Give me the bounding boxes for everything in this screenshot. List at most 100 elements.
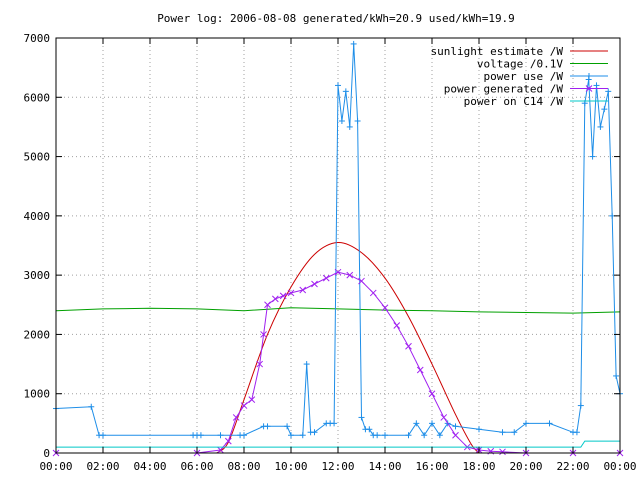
data-point: [429, 420, 435, 427]
data-point: [334, 268, 342, 276]
data-point: [585, 85, 593, 92]
data-point: [279, 292, 287, 300]
x-tick-label: 00:00: [39, 460, 72, 473]
data-point: [271, 295, 279, 303]
data-point: [232, 414, 240, 421]
data-point: [405, 432, 412, 439]
x-tick-label: 00:00: [603, 460, 636, 473]
data-point: [287, 289, 295, 297]
data-point: [589, 153, 596, 160]
data-point: [224, 437, 232, 445]
data-point: [366, 426, 373, 433]
series-line: [55, 307, 621, 314]
series-line: [56, 440, 620, 448]
data-point: [421, 432, 428, 439]
x-tick-label: 20:00: [509, 460, 542, 473]
data-point: [436, 432, 443, 439]
data-point: [284, 423, 291, 430]
x-tick-label: 08:00: [227, 460, 260, 473]
series-2: [53, 40, 623, 439]
data-point: [335, 82, 341, 89]
data-point: [88, 403, 95, 410]
y-tick-label: 3000: [24, 269, 51, 282]
data-point: [288, 432, 294, 439]
data-point: [217, 446, 224, 454]
x-tick-label: 10:00: [274, 460, 307, 473]
data-point: [511, 429, 518, 436]
series-layer: [52, 40, 624, 457]
data-point: [573, 429, 580, 436]
data-point: [577, 402, 584, 409]
data-point: [100, 432, 106, 439]
x-tick-label: 06:00: [180, 460, 213, 473]
y-tick-label: 4000: [24, 210, 51, 223]
data-point: [428, 390, 436, 398]
data-point: [350, 40, 357, 47]
data-point: [586, 73, 592, 79]
series-1: [55, 307, 621, 314]
data-point: [264, 301, 271, 309]
data-point: [374, 432, 381, 439]
data-point: [331, 420, 338, 427]
data-point: [605, 88, 612, 95]
data-point: [217, 432, 224, 439]
data-point: [342, 88, 349, 95]
data-point: [256, 360, 264, 368]
data-point: [597, 123, 604, 130]
data-point: [601, 106, 608, 113]
data-point: [241, 432, 247, 439]
data-point: [613, 372, 620, 379]
data-point: [452, 431, 459, 439]
series-4: [56, 440, 620, 448]
data-point: [393, 322, 401, 329]
data-point: [413, 420, 420, 427]
legend-label: voltage /0.1V: [477, 58, 563, 71]
x-tick-label: 14:00: [368, 460, 401, 473]
x-tick-label: 18:00: [462, 460, 495, 473]
data-point: [546, 420, 553, 427]
series-line: [56, 271, 620, 454]
legend-label: power use /W: [484, 70, 564, 83]
data-point: [523, 420, 529, 427]
data-point: [452, 423, 459, 430]
series-0: [216, 242, 480, 454]
y-tick-label: 2000: [24, 328, 51, 341]
y-tick-label: 1000: [24, 388, 51, 401]
data-point: [440, 414, 448, 421]
data-point: [322, 274, 330, 282]
series-line: [216, 242, 480, 454]
x-tick-label: 02:00: [86, 460, 119, 473]
x-tick-label: 22:00: [556, 460, 589, 473]
data-point: [260, 331, 267, 338]
data-point: [346, 123, 353, 130]
data-point: [369, 289, 377, 297]
data-point: [593, 82, 600, 89]
data-point: [346, 271, 354, 279]
x-tick-label: 16:00: [415, 460, 448, 473]
y-tick-label: 0: [43, 447, 50, 460]
data-point: [499, 429, 506, 436]
data-point: [338, 118, 345, 124]
data-point: [476, 426, 482, 433]
data-point: [299, 432, 306, 439]
data-point: [499, 448, 506, 456]
y-tick-label: 7000: [24, 32, 51, 45]
data-point: [311, 429, 318, 436]
data-point: [264, 423, 271, 430]
x-tick-label: 04:00: [133, 460, 166, 473]
legend-label: power on C14 /W: [464, 95, 564, 108]
legend-label: power generated /W: [444, 83, 564, 96]
y-tick-label: 6000: [24, 91, 51, 104]
legend-label: sunlight estimate /W: [431, 45, 564, 58]
chart-title: Power log: 2006-08-08 generated/kWh=20.9…: [157, 12, 515, 25]
data-point: [416, 366, 424, 374]
data-point: [248, 396, 256, 403]
data-point: [358, 414, 365, 421]
data-point: [197, 432, 204, 439]
data-point: [381, 304, 389, 312]
data-point: [299, 286, 307, 294]
data-point: [303, 361, 310, 368]
data-point: [311, 280, 318, 288]
